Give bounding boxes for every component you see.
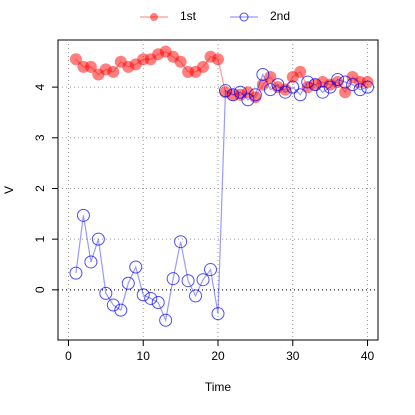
y-tick-label: 0 <box>33 286 47 293</box>
point <box>293 88 307 102</box>
point <box>114 303 128 317</box>
point <box>278 85 292 99</box>
point <box>241 93 255 107</box>
y-tick-label: 2 <box>33 185 47 192</box>
point <box>316 85 330 99</box>
point <box>84 60 97 73</box>
point <box>271 78 285 92</box>
point <box>196 273 210 287</box>
point <box>361 76 374 89</box>
point <box>331 73 345 87</box>
point <box>197 60 210 73</box>
point <box>76 208 90 222</box>
y-tick-label: 1 <box>33 235 47 242</box>
x-tick-label: 0 <box>65 349 72 363</box>
point <box>166 272 180 286</box>
point <box>107 65 120 78</box>
point <box>338 75 352 89</box>
legend-marker <box>150 13 158 21</box>
point <box>301 75 315 89</box>
point <box>174 235 188 249</box>
x-tick-label: 30 <box>286 349 300 363</box>
point <box>211 307 225 321</box>
point <box>226 88 240 102</box>
point <box>361 80 375 94</box>
point <box>99 286 113 300</box>
point <box>106 298 120 312</box>
point <box>69 266 83 280</box>
point <box>294 65 307 78</box>
point <box>69 53 82 66</box>
point <box>353 83 367 97</box>
point <box>323 80 337 94</box>
point <box>189 289 203 303</box>
point <box>151 296 165 309</box>
point <box>136 288 150 302</box>
x-tick-label: 20 <box>211 349 225 363</box>
point <box>121 276 135 290</box>
point <box>91 232 105 246</box>
point <box>144 291 158 305</box>
point <box>159 313 173 327</box>
point <box>181 274 195 288</box>
point <box>129 260 143 274</box>
x-axis-label: Time <box>205 380 232 394</box>
point <box>174 55 187 68</box>
y-tick-label: 4 <box>33 83 47 90</box>
x-tick-label: 10 <box>137 349 151 363</box>
point <box>204 263 218 277</box>
legend-marker <box>239 12 249 22</box>
point <box>263 83 277 97</box>
legend-label: 1st <box>180 9 197 23</box>
y-axis-label: V <box>2 186 16 194</box>
point <box>248 88 262 102</box>
point <box>256 67 270 81</box>
point <box>256 78 269 91</box>
series-line <box>75 72 368 323</box>
point <box>84 255 98 269</box>
point <box>218 84 232 98</box>
point <box>233 85 247 99</box>
point <box>212 53 224 66</box>
point <box>286 80 300 94</box>
y-tick-label: 3 <box>33 134 47 141</box>
point <box>346 78 360 92</box>
point <box>308 78 322 92</box>
legend-label: 2nd <box>270 9 290 23</box>
x-tick-label: 40 <box>361 349 375 363</box>
